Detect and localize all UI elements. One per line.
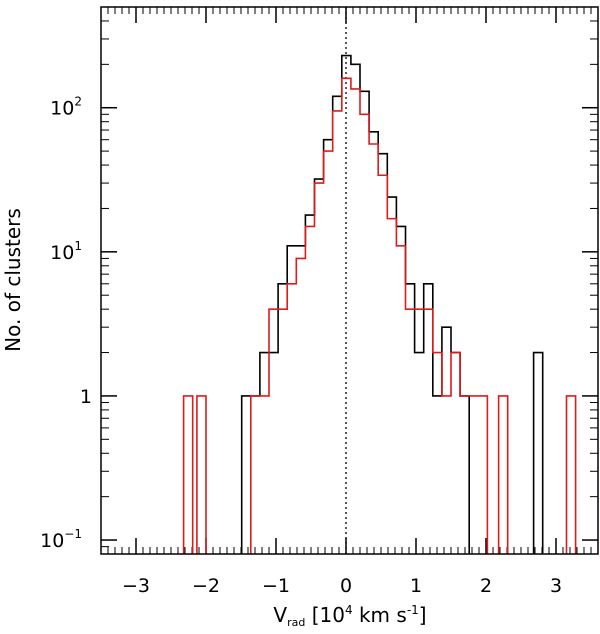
plot-frame	[100, 6, 599, 555]
y-axis-label: No. of clusters	[1, 208, 25, 352]
y-tick-label: 102	[50, 95, 82, 120]
x-tick-label: 1	[410, 575, 422, 597]
y-tick-label: 10−1	[40, 527, 82, 552]
x-tick-label: −3	[122, 575, 150, 597]
x-tick-label: −2	[192, 575, 220, 597]
x-tick-label: 3	[550, 575, 562, 597]
histogram-series-2	[182, 77, 577, 554]
x-axis-label: Vrad [104 km s-1]	[273, 603, 426, 629]
y-tick-label: 1	[80, 386, 92, 408]
x-tick-labels: −3 −2 −1 0 1 2 3	[122, 575, 562, 597]
y-tick-label: 101	[50, 239, 82, 264]
x-tick-label: −1	[262, 575, 290, 597]
major-ticks	[101, 7, 598, 554]
minor-ticks	[100, 6, 599, 555]
x-tick-label: 0	[340, 575, 352, 597]
x-tick-label: 2	[480, 575, 492, 597]
y-tick-labels: 10−1 1 101 102	[40, 95, 92, 552]
series-layer	[182, 54, 577, 554]
